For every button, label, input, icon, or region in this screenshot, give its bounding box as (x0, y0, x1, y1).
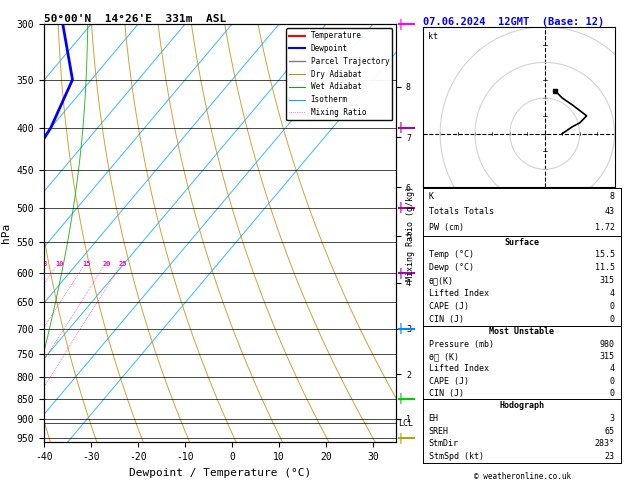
Text: 50°00'N  14°26'E  331m  ASL: 50°00'N 14°26'E 331m ASL (44, 14, 226, 23)
Text: 20: 20 (103, 261, 111, 267)
Text: Temp (°C): Temp (°C) (428, 250, 474, 260)
Text: Mixing Ratio (g/kg): Mixing Ratio (g/kg) (406, 186, 415, 281)
Text: 23: 23 (605, 452, 615, 461)
Text: Dewp (°C): Dewp (°C) (428, 263, 474, 272)
Text: © weatheronline.co.uk: © weatheronline.co.uk (474, 472, 571, 481)
Text: 315: 315 (600, 352, 615, 361)
Y-axis label: km
ASL: km ASL (423, 233, 441, 255)
Text: 25: 25 (119, 261, 127, 267)
Text: CIN (J): CIN (J) (428, 389, 464, 398)
Text: |: | (398, 122, 403, 133)
Text: LCL: LCL (398, 418, 413, 428)
Text: |: | (398, 393, 403, 404)
Text: CIN (J): CIN (J) (428, 315, 464, 324)
Text: 315: 315 (600, 276, 615, 285)
Text: CAPE (J): CAPE (J) (428, 377, 469, 385)
Text: |: | (398, 202, 403, 213)
Text: 10: 10 (55, 261, 64, 267)
Text: 8: 8 (610, 191, 615, 201)
Text: kt: kt (428, 32, 438, 40)
Text: 15.5: 15.5 (595, 250, 615, 260)
Text: 0: 0 (610, 389, 615, 398)
Text: CAPE (J): CAPE (J) (428, 302, 469, 311)
X-axis label: Dewpoint / Temperature (°C): Dewpoint / Temperature (°C) (129, 468, 311, 478)
Text: 0: 0 (610, 377, 615, 385)
Y-axis label: hPa: hPa (1, 223, 11, 243)
Text: K: K (428, 191, 433, 201)
Text: 65: 65 (605, 427, 615, 435)
Text: 43: 43 (605, 208, 615, 216)
Text: 0: 0 (610, 315, 615, 324)
Text: Lifted Index: Lifted Index (428, 364, 489, 373)
Text: 283°: 283° (595, 439, 615, 448)
Text: |: | (398, 433, 403, 444)
Text: StmDir: StmDir (428, 439, 459, 448)
Text: 980: 980 (600, 340, 615, 348)
Text: |: | (398, 323, 403, 334)
Text: Totals Totals: Totals Totals (428, 208, 494, 216)
Text: 1.72: 1.72 (595, 223, 615, 232)
Text: StmSpd (kt): StmSpd (kt) (428, 452, 484, 461)
Text: 07.06.2024  12GMT  (Base: 12): 07.06.2024 12GMT (Base: 12) (423, 17, 604, 27)
Text: θᴇ(K): θᴇ(K) (428, 276, 454, 285)
Text: |: | (398, 19, 403, 30)
Text: 4: 4 (610, 289, 615, 298)
Text: PW (cm): PW (cm) (428, 223, 464, 232)
Text: Hodograph: Hodograph (499, 401, 544, 410)
Text: 11.5: 11.5 (595, 263, 615, 272)
Text: Pressure (mb): Pressure (mb) (428, 340, 494, 348)
Text: 0: 0 (610, 302, 615, 311)
Text: |: | (398, 268, 403, 279)
Text: 3: 3 (610, 414, 615, 423)
Text: 8: 8 (42, 261, 47, 267)
Text: 4: 4 (610, 364, 615, 373)
Text: SREH: SREH (428, 427, 448, 435)
Text: Surface: Surface (504, 238, 539, 246)
Text: Lifted Index: Lifted Index (428, 289, 489, 298)
Text: 15: 15 (82, 261, 91, 267)
Text: EH: EH (428, 414, 438, 423)
Legend: Temperature, Dewpoint, Parcel Trajectory, Dry Adiabat, Wet Adiabat, Isotherm, Mi: Temperature, Dewpoint, Parcel Trajectory… (286, 28, 392, 120)
Text: Most Unstable: Most Unstable (489, 327, 554, 336)
Text: θᴇ (K): θᴇ (K) (428, 352, 459, 361)
